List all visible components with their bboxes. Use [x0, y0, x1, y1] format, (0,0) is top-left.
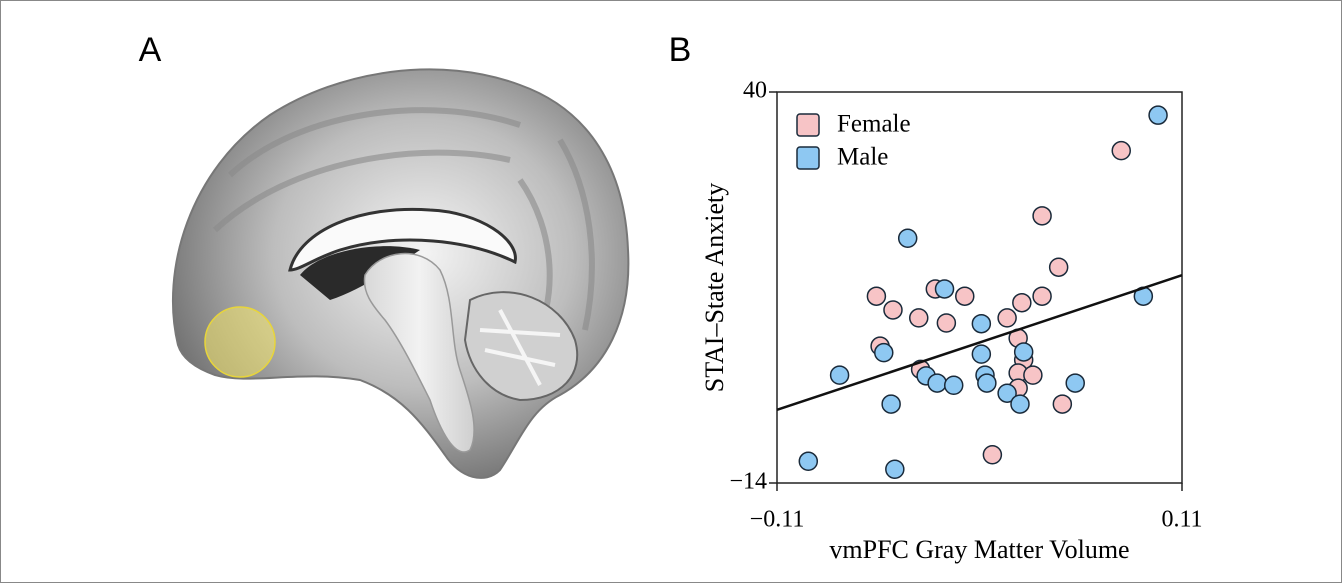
- data-point: [1065, 373, 1085, 393]
- data-point: [883, 300, 903, 320]
- legend-label: Female: [837, 111, 911, 138]
- data-point: [1032, 206, 1052, 226]
- data-point: [885, 459, 905, 479]
- data-point: [881, 394, 901, 414]
- x-axis-label: vmPFC Gray Matter Volume: [829, 535, 1129, 564]
- data-point: [798, 451, 819, 472]
- data-point: [997, 383, 1017, 403]
- legend-label: Male: [837, 144, 888, 171]
- data-point: [1010, 394, 1030, 414]
- panel-label: A: [139, 31, 162, 69]
- y-tick-label: 40: [743, 78, 767, 104]
- data-point: [1111, 140, 1131, 161]
- y-tick-label: −14: [729, 469, 767, 495]
- data-point: [982, 445, 1003, 465]
- data-point: [977, 373, 997, 393]
- trend-line: [776, 274, 1183, 412]
- brain-image: [171, 68, 630, 479]
- data-point: [971, 344, 992, 364]
- x-tick-label: 0.11: [1161, 507, 1202, 533]
- data-point: [1048, 257, 1069, 277]
- data-point: [1023, 365, 1043, 385]
- x-tick-label: −0.11: [750, 507, 805, 533]
- panel-label: B: [669, 31, 692, 69]
- data-point: [997, 308, 1017, 328]
- data-point: [866, 286, 887, 306]
- legend-swatch: [796, 113, 820, 137]
- data-point: [1013, 342, 1034, 362]
- data-point: [1012, 292, 1032, 313]
- data-point: [1032, 286, 1052, 306]
- data-point: [936, 313, 957, 333]
- data-point: [909, 308, 929, 328]
- data-point: [1148, 105, 1168, 125]
- data-point: [927, 373, 947, 393]
- legend-swatch: [796, 146, 820, 170]
- data-point: [897, 228, 918, 249]
- data-point: [874, 342, 894, 363]
- y-axis-label: STAI–State Anxiety: [700, 183, 729, 393]
- data-point: [934, 279, 955, 299]
- data-point: [943, 375, 964, 395]
- scatter-plot: −0.11 0.11 −14 40 vmPFC Gray Matter Volume ST…: [700, 78, 1203, 564]
- data-point: [829, 365, 850, 385]
- data-point: [955, 286, 975, 306]
- data-point: [971, 313, 992, 334]
- data-point: [1052, 394, 1073, 414]
